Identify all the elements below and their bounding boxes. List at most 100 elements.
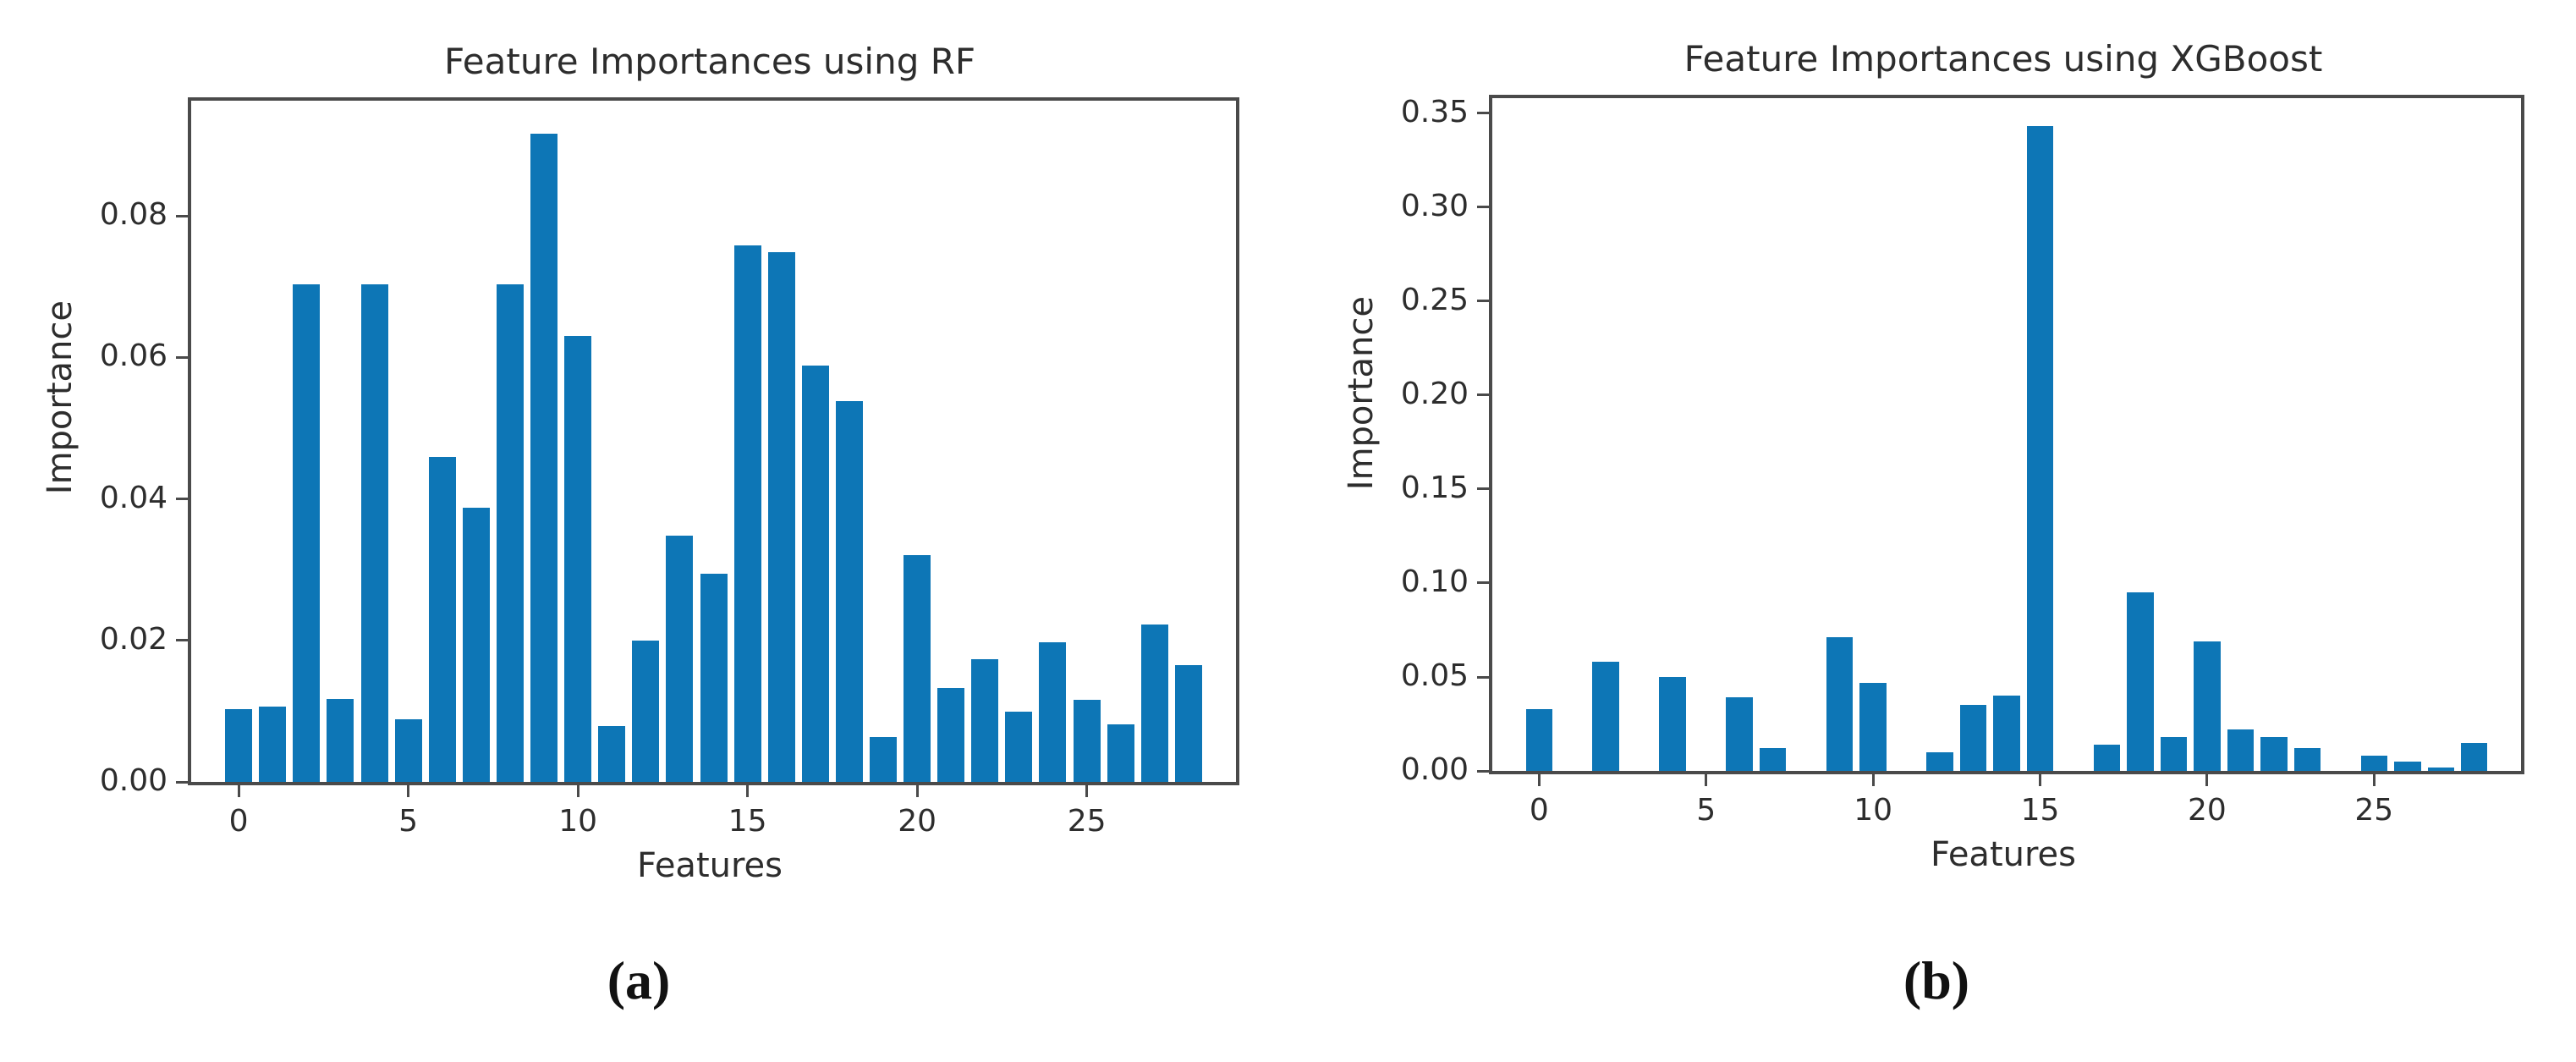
x-tick-label-0: 0 (1529, 793, 1549, 828)
x-tick-mark-25 (2372, 774, 2376, 786)
x-tick-mark-5 (407, 785, 410, 797)
bar-feature-14 (700, 574, 728, 782)
bar-feature-12 (632, 640, 660, 782)
bar-feature-25 (2360, 756, 2388, 771)
y-tick-label-0.04: 0.04 (99, 480, 168, 515)
y-tick-mark-0.15 (1477, 487, 1489, 491)
y-tick-mark-0.08 (176, 214, 188, 217)
y-tick-label-0.25: 0.25 (1400, 282, 1469, 317)
x-tick-label-0: 0 (228, 804, 249, 839)
x-tick-label-5: 5 (398, 804, 419, 839)
bar-feature-28 (2460, 742, 2488, 771)
x-tick-label-25: 25 (2354, 793, 2394, 828)
y-tick-label-0.02: 0.02 (99, 621, 168, 657)
bar-feature-2 (293, 284, 321, 782)
y-tick-mark-0.30 (1477, 206, 1489, 209)
rf-y-axis-label: Importance (41, 300, 80, 495)
bar-feature-17 (2093, 744, 2121, 771)
xgboost-plot-area: 0 5 10 15 20 25 0.00 0.05 0.10 0.15 0.20 0.25 0.30 0.… (1401, 95, 2524, 828)
x-tick-mark-5 (1705, 774, 1708, 786)
x-tick-label-10: 10 (558, 804, 597, 839)
bar-feature-13 (1959, 705, 1987, 771)
bar-feature-8 (496, 284, 524, 782)
bar-feature-18 (835, 401, 863, 782)
x-tick-mark-25 (1085, 785, 1089, 797)
y-tick-mark-0.35 (1477, 112, 1489, 115)
bar-feature-20 (2194, 641, 2221, 771)
x-tick-label-15: 15 (2020, 793, 2060, 828)
y-tick-mark-0.04 (176, 498, 188, 501)
x-tick-mark-0 (1537, 774, 1541, 786)
bar-feature-18 (2127, 592, 2154, 771)
bar-feature-15 (2026, 126, 2054, 771)
xgboost-chart-title: Feature Importances using XGBoost (1683, 38, 2323, 80)
bar-feature-7 (1759, 748, 1787, 771)
y-tick-mark-0.00 (176, 780, 188, 784)
bar-feature-14 (1993, 696, 2020, 771)
subfigure-caption-a: (a) (607, 950, 671, 1010)
x-tick-mark-20 (915, 785, 919, 797)
bar-feature-27 (1140, 625, 1168, 782)
x-tick-mark-10 (1871, 774, 1875, 786)
bar-feature-11 (598, 726, 626, 782)
bar-feature-0 (225, 708, 253, 782)
bar-feature-6 (428, 456, 456, 782)
x-tick-mark-0 (237, 785, 240, 797)
bar-feature-1 (259, 706, 287, 782)
subfigure-caption-b: (b) (1903, 950, 1970, 1010)
bar-feature-21 (937, 687, 965, 782)
x-tick-label-10: 10 (1854, 793, 1892, 828)
bar-feature-21 (2227, 729, 2255, 771)
x-tick-mark-15 (2039, 774, 2041, 786)
bar-feature-16 (767, 251, 795, 782)
y-tick-mark-0.20 (1477, 393, 1489, 397)
bar-feature-17 (801, 365, 829, 782)
bar-feature-27 (2427, 767, 2455, 771)
y-tick-label-0.00: 0.00 (99, 763, 168, 798)
bar-feature-4 (360, 284, 388, 782)
bar-feature-15 (733, 245, 761, 782)
bar-feature-28 (1174, 665, 1202, 782)
rf-x-axis-label: Features (637, 846, 783, 885)
y-tick-label-0.30: 0.30 (1400, 188, 1469, 223)
x-tick-mark-15 (746, 785, 750, 797)
y-tick-mark-0.06 (176, 355, 188, 359)
bar-feature-9 (530, 134, 558, 782)
bar-feature-20 (904, 554, 931, 782)
bar-feature-12 (1926, 751, 1953, 771)
bar-feature-10 (564, 336, 592, 782)
x-tick-mark-20 (2205, 774, 2209, 786)
y-tick-label-0.10: 0.10 (1400, 564, 1469, 599)
bar-feature-6 (1726, 697, 1753, 771)
y-tick-label-0.06: 0.06 (99, 338, 168, 374)
y-tick-label-0.08: 0.08 (99, 197, 168, 233)
x-tick-label-5: 5 (1696, 793, 1716, 828)
bar-feature-26 (2394, 761, 2421, 771)
bar-feature-19 (869, 737, 897, 782)
y-tick-label-0.15: 0.15 (1400, 470, 1469, 505)
bar-feature-19 (2160, 737, 2188, 771)
x-tick-label-25: 25 (1067, 804, 1107, 839)
x-tick-mark-10 (576, 785, 579, 797)
bar-feature-25 (1073, 700, 1101, 782)
bar-feature-10 (1859, 682, 1887, 771)
rf-plot-area: 0 5 10 15 20 25 0.00 0.02 0.04 0.06 0.08 (100, 97, 1239, 839)
bar-feature-2 (1592, 662, 1619, 771)
rf-chart-title: Feature Importances using RF (443, 41, 976, 82)
y-tick-label-0.05: 0.05 (1400, 658, 1469, 693)
y-tick-label-0.00: 0.00 (1400, 752, 1469, 787)
x-tick-label-15: 15 (728, 804, 767, 839)
bar-feature-24 (1039, 642, 1067, 782)
y-tick-mark-0.10 (1477, 581, 1489, 585)
y-tick-mark-0.02 (176, 639, 188, 642)
bar-feature-22 (2260, 737, 2288, 771)
bar-feature-0 (1525, 708, 1553, 771)
bar-feature-4 (1659, 677, 1686, 771)
bar-feature-5 (394, 718, 422, 782)
bar-feature-7 (462, 507, 490, 782)
y-tick-mark-0.05 (1477, 675, 1489, 679)
y-tick-label-0.20: 0.20 (1400, 376, 1469, 411)
xgboost-x-axis-label: Features (1931, 835, 2076, 874)
bar-feature-22 (971, 658, 999, 782)
